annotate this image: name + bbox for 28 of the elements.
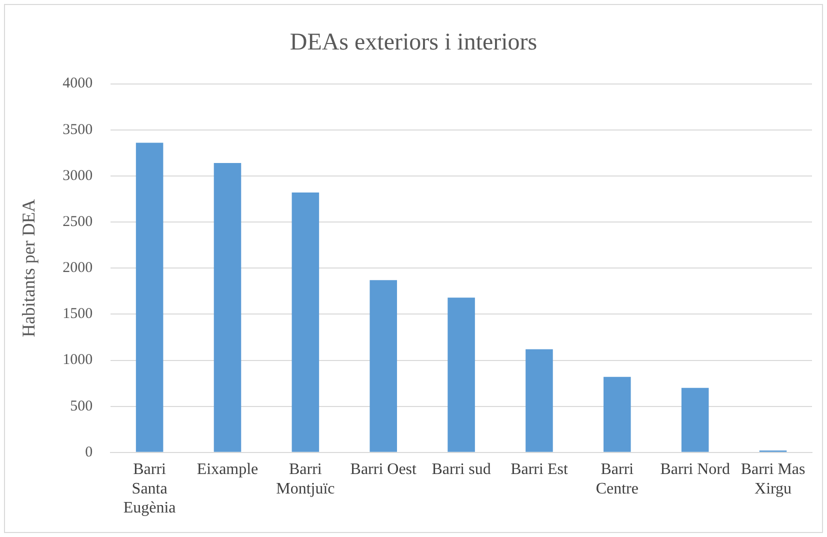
x-tick-label: Barri Est (510, 461, 568, 478)
y-tick-label: 2000 (62, 260, 93, 276)
y-tick-label: 3000 (62, 168, 93, 184)
bar (604, 376, 631, 452)
x-tick-label: Barri sud (432, 461, 491, 478)
x-tick-label: Eixample (196, 461, 258, 478)
x-tick-label: Barri Centre (596, 461, 638, 498)
bar (448, 298, 475, 452)
y-tick-label: 3500 (62, 122, 93, 138)
y-tick-label: 1000 (62, 352, 93, 368)
x-tick-label: Barri Montjuïc (276, 461, 335, 498)
x-tick-label: Barri Nord (660, 461, 730, 478)
x-tick-label: Barri Oest (350, 461, 418, 478)
bar (681, 388, 709, 452)
bar (292, 192, 320, 452)
y-tick-label: 1500 (62, 306, 93, 322)
y-tick-label: 2500 (62, 214, 93, 230)
y-axis-title: Habitants per DEA (18, 199, 39, 338)
bar (214, 163, 242, 452)
bar (370, 280, 398, 452)
x-tick-label: Barri Mas Xirgu (740, 461, 806, 498)
bar (136, 142, 164, 452)
y-tick-label: 500 (70, 398, 93, 414)
x-tick-label: Barri Santa Eugènia (123, 461, 176, 517)
bar (526, 349, 553, 452)
chart-title: DEAs exteriors i interiors (290, 30, 538, 56)
y-tick-label: 4000 (62, 76, 93, 92)
y-tick-label: 0 (85, 444, 93, 460)
